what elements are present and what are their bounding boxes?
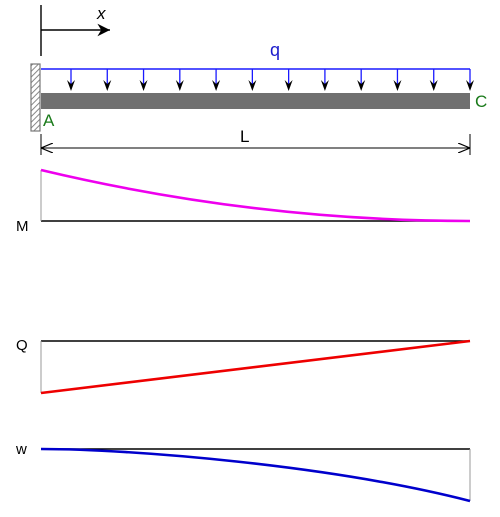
distributed-load: q xyxy=(41,40,474,91)
shear-label: Q xyxy=(16,337,28,354)
load-arrow-head xyxy=(284,80,293,91)
load-label: q xyxy=(270,40,280,60)
deflection-diagram: w xyxy=(15,441,471,503)
shear-diagram: Q xyxy=(16,337,471,395)
axis-indicator: x xyxy=(40,4,110,56)
load-arrow-head xyxy=(248,80,257,91)
moment-label: M xyxy=(16,218,29,235)
load-arrows xyxy=(67,69,474,91)
free-end-label-c: C xyxy=(475,92,487,111)
deflection-label: w xyxy=(15,441,27,458)
load-arrow-head xyxy=(357,80,366,91)
moment-diagram: M xyxy=(16,168,471,235)
load-arrow-head xyxy=(139,80,148,91)
load-arrow-head xyxy=(320,80,329,91)
load-arrow-head xyxy=(67,80,75,91)
length-dimension: L xyxy=(40,127,471,155)
load-arrow-head xyxy=(466,80,474,91)
load-arrow-head xyxy=(393,80,402,91)
support-label-a: A xyxy=(43,111,55,130)
moment-curve xyxy=(40,168,471,223)
load-arrow-head xyxy=(103,80,112,91)
wall-support xyxy=(30,63,41,132)
load-arrow-head xyxy=(429,80,438,91)
length-label: L xyxy=(240,127,249,146)
deflection-curve xyxy=(40,447,471,503)
axis-x-label: x xyxy=(96,4,106,23)
shear-line xyxy=(40,339,471,395)
load-arrow-head xyxy=(175,80,184,91)
beam xyxy=(41,93,470,109)
load-arrow-head xyxy=(212,80,221,91)
